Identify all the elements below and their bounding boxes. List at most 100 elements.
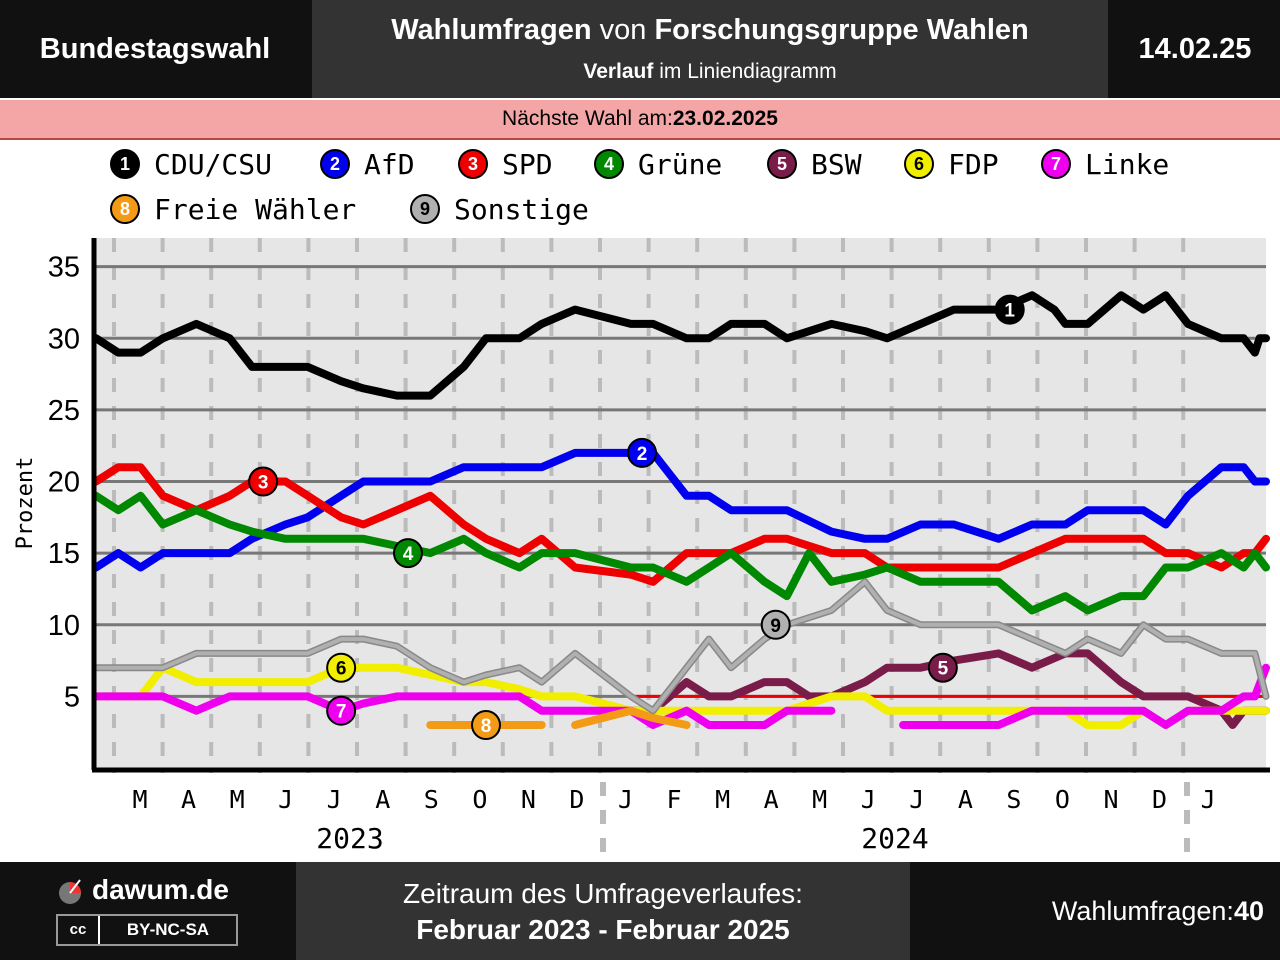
y-tick-label: 25 xyxy=(48,395,80,427)
chart-title-block: Wahlumfragen von Forschungsgruppe Wahlen… xyxy=(312,0,1108,98)
range-label: Zeitraum des Umfrageverlaufes: xyxy=(403,878,803,909)
legend-marker: 8 xyxy=(110,194,140,224)
series-badge-label: 5 xyxy=(938,659,949,680)
legend-item-afd: 2 AfD xyxy=(320,146,415,182)
series-line-linke xyxy=(92,692,836,729)
legend-label: AfD xyxy=(364,147,415,181)
series-badge-label: 3 xyxy=(258,473,269,494)
header-bar: Bundestagswahl Wahlumfragen von Forschun… xyxy=(0,0,1280,98)
legend-label: FDP xyxy=(948,147,999,181)
series-badge-label: 6 xyxy=(336,659,347,680)
series-line-freie-w-hler xyxy=(571,706,691,729)
range-block: Zeitraum des Umfrageverlaufes: Februar 2… xyxy=(296,862,910,960)
series-badge xyxy=(760,609,791,640)
series-badge xyxy=(627,437,657,468)
x-tick-label: S xyxy=(424,785,439,814)
x-tick-label: N xyxy=(1103,785,1118,814)
legend-label: CDU/CSU xyxy=(154,147,273,181)
x-tick-label: A xyxy=(958,785,973,814)
y-tick-label: 10 xyxy=(48,610,80,642)
legend-marker: 4 xyxy=(594,149,624,179)
y-tick-label: 30 xyxy=(48,323,80,355)
x-tick-label: A xyxy=(764,785,779,814)
legend-marker: 7 xyxy=(1041,149,1071,179)
legend-label: BSW xyxy=(811,147,862,181)
series-badge xyxy=(326,695,357,726)
legend-item-fdp: 6 FDP xyxy=(904,146,999,182)
brand-name[interactable]: dawum.de xyxy=(92,874,229,905)
legend-item-cdu-csu: 1 CDU/CSU xyxy=(110,146,272,182)
legend-label: Sonstige xyxy=(454,192,589,226)
legend-label: Freie Wähler xyxy=(154,192,357,226)
x-tick-label: O xyxy=(1055,785,1070,814)
series-badge xyxy=(326,652,357,683)
cc-icon: cc xyxy=(58,916,98,944)
poll-count: Wahlumfragen: 40 xyxy=(912,862,1280,960)
y-tick-label: 35 xyxy=(48,252,80,284)
series-badge xyxy=(994,294,1025,325)
x-tick-label: J xyxy=(909,785,924,814)
x-tick-label: N xyxy=(521,785,536,814)
series-line-gr-ne xyxy=(92,491,1270,615)
next-election-banner: Nächste Wahl am: 23.02.2025 xyxy=(0,100,1280,140)
election-label: Bundestagswahl xyxy=(0,0,310,98)
year-label: 2023 xyxy=(316,822,383,855)
x-tick-label: J xyxy=(278,785,293,814)
y-axis-label: Prozent xyxy=(13,457,38,550)
y-tick-label: 15 xyxy=(48,538,80,570)
footer-bar: dawum.de cc BY-NC-SA Zeitraum des Umfrag… xyxy=(0,862,1280,960)
x-tick-label: O xyxy=(472,785,487,814)
legend-marker: 3 xyxy=(458,149,488,179)
x-tick-label: M xyxy=(132,785,147,814)
line-chart: 5 10 15 20 25 30 35 1 2 3 4 5 6 7 8 9 M A M J J A S O N D J F M A M J J A… xyxy=(13,238,1270,858)
series-badge xyxy=(927,652,958,683)
x-tick-label: M xyxy=(812,785,827,814)
chart-subtitle: Verlauf im Liniendiagramm xyxy=(583,60,837,83)
series-line-sonstige xyxy=(94,579,1268,713)
series-badge xyxy=(248,466,279,497)
legend-label: SPD xyxy=(502,147,553,181)
date-label: 14.02.25 xyxy=(1110,0,1280,98)
x-tick-label: S xyxy=(1006,785,1021,814)
series-badge-label: 8 xyxy=(481,716,492,737)
legend-item-linke: 7 Linke xyxy=(1041,146,1169,182)
legend: 1 CDU/CSU 2 AfD 3 SPD 4 Grüne 5 BSW 6 FDP 7 Linke 8 Fre… xyxy=(0,140,1280,232)
x-tick-label: J xyxy=(1201,785,1216,814)
legend-item-spd: 3 SPD xyxy=(458,146,553,182)
series-badge xyxy=(393,538,423,569)
series-badge-label: 4 xyxy=(403,544,414,565)
series-line-spd xyxy=(92,463,1270,586)
legend-marker: 9 xyxy=(410,194,440,224)
series-line-cdu-csu xyxy=(92,291,1270,400)
legend-marker: 5 xyxy=(767,149,797,179)
x-label-area xyxy=(98,773,1268,857)
year-label: 2024 xyxy=(861,822,928,855)
series-line-afd xyxy=(92,448,1270,572)
brand-block: dawum.de cc BY-NC-SA xyxy=(0,862,294,960)
x-tick-label: M xyxy=(715,785,730,814)
x-tick-label: M xyxy=(230,785,245,814)
license-text: BY-NC-SA xyxy=(100,916,236,944)
x-tick-label: F xyxy=(667,785,682,814)
legend-label: Linke xyxy=(1085,147,1170,181)
dawum-logo-icon xyxy=(56,876,86,906)
legend-item-bsw: 5 BSW xyxy=(767,146,862,182)
series-line-linke xyxy=(899,663,1270,729)
series-badge-label: 1 xyxy=(1004,301,1015,322)
legend-item-sonstige: 9 Sonstige xyxy=(410,191,589,227)
range-value: Februar 2023 - Februar 2025 xyxy=(416,914,790,945)
x-tick-label: A xyxy=(375,785,390,814)
chart-title: Wahlumfragen von Forschungsgruppe Wahlen xyxy=(391,14,1029,46)
license-badge[interactable]: cc BY-NC-SA xyxy=(56,914,238,946)
series-badge xyxy=(471,710,501,741)
x-tick-label: D xyxy=(569,785,584,814)
x-tick-label: J xyxy=(327,785,342,814)
legend-marker: 2 xyxy=(320,149,350,179)
legend-item-gr-ne: 4 Grüne xyxy=(594,146,722,182)
x-tick-label: A xyxy=(181,785,196,814)
legend-marker: 1 xyxy=(110,149,140,179)
y-tick-label: 20 xyxy=(48,467,80,499)
legend-marker: 6 xyxy=(904,149,934,179)
x-tick-label: J xyxy=(861,785,876,814)
series-badge-label: 9 xyxy=(770,616,781,637)
